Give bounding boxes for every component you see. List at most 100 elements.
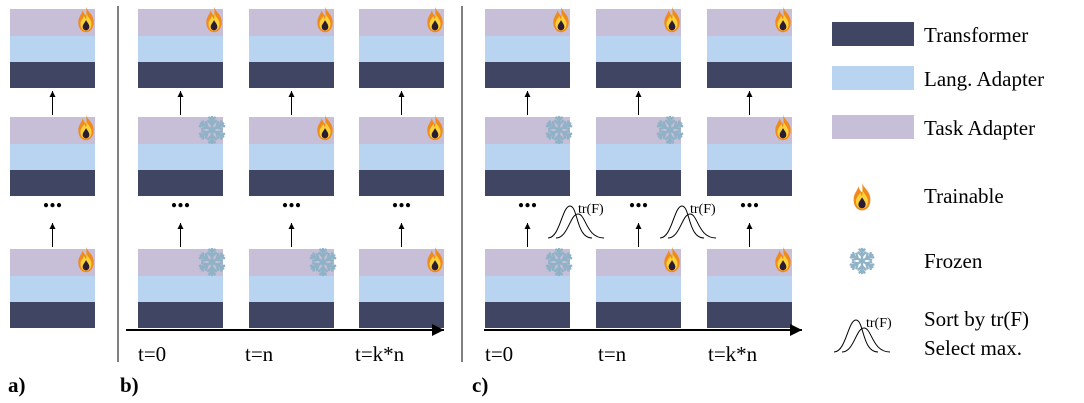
transformer-layer	[707, 62, 792, 88]
transformer-layer	[249, 170, 334, 196]
ellipsis-dots: ...	[43, 184, 63, 213]
adapter-stacks: .....................	[10, 5, 792, 328]
transformer-layer	[359, 62, 444, 88]
transformer-layer	[249, 302, 334, 328]
lang-adapter-layer	[359, 36, 444, 62]
panel-dividers	[117, 6, 463, 362]
sort-curve-c-1: tr(F)	[547, 202, 605, 239]
adapter-block	[596, 5, 681, 88]
legend-sort-curve-label: tr(F)	[866, 316, 892, 331]
lang-adapter-layer	[249, 276, 334, 302]
ellipsis-dots: ...	[282, 184, 302, 213]
time-label-b-1: t=n	[245, 342, 274, 366]
lang-adapter-layer	[359, 144, 444, 170]
adapter-block	[10, 5, 95, 88]
legend-trainable-label: Trainable	[924, 184, 1004, 208]
lang-adapter-layer	[707, 144, 792, 170]
sort-curve-label: tr(F)	[690, 202, 716, 217]
transformer-layer	[138, 170, 223, 196]
adapter-block	[249, 5, 334, 88]
adapter-block	[596, 117, 683, 196]
adapter-block	[359, 245, 444, 328]
ellipsis-dots: ...	[171, 184, 191, 213]
lang-adapter-layer	[10, 276, 95, 302]
legend-sort-line2: Select max.	[924, 336, 1022, 360]
ellipsis-dots: ...	[392, 184, 412, 213]
panel-label-a: a)	[8, 373, 26, 397]
adapter-block	[249, 113, 334, 196]
transformer-layer	[138, 302, 223, 328]
adapter-block	[485, 249, 572, 328]
adapter-block	[707, 245, 792, 328]
adapter-block	[138, 5, 223, 88]
lang-adapter-layer	[596, 36, 681, 62]
adapter-block	[138, 117, 225, 196]
ellipsis-dots: ...	[740, 184, 760, 213]
time-label-b-0: t=0	[138, 342, 166, 366]
adapter-block	[485, 117, 572, 196]
lang-adapter-layer	[707, 36, 792, 62]
stack-column: ...	[359, 5, 444, 328]
legend-task-adapter-label: Task Adapter	[924, 116, 1035, 140]
lang-adapter-layer	[10, 36, 95, 62]
transformer-layer	[138, 62, 223, 88]
transformer-layer	[596, 302, 681, 328]
ellipsis-dots: ...	[629, 184, 649, 213]
lang-adapter-layer	[485, 144, 570, 170]
panel-labels: a) b) c)	[8, 373, 488, 397]
lang-adapter-layer	[138, 36, 223, 62]
stack-column: ...	[485, 5, 572, 328]
stack-column: ...	[10, 5, 95, 328]
flame-icon	[853, 181, 871, 211]
lang-adapter-layer	[485, 276, 570, 302]
lang-adapter-layer	[485, 36, 570, 62]
lang-adapter-layer	[10, 144, 95, 170]
lang-adapter-layer	[249, 144, 334, 170]
transformer-layer	[707, 302, 792, 328]
adapter-block	[707, 113, 792, 196]
sort-curves: tr(F) tr(F)	[547, 202, 717, 239]
lang-adapter-layer	[138, 144, 223, 170]
adapter-block	[707, 5, 792, 88]
transformer-layer	[10, 302, 95, 328]
transformer-layer	[10, 62, 95, 88]
lang-adapter-layer	[138, 276, 223, 302]
sort-curve-c-2: tr(F)	[659, 202, 717, 239]
legend-lang-adapter-label: Lang. Adapter	[924, 67, 1044, 91]
transformer-layer	[359, 170, 444, 196]
transformer-layer	[249, 62, 334, 88]
transformer-layer	[596, 62, 681, 88]
transformer-layer	[485, 62, 570, 88]
sort-curve-label: tr(F)	[578, 202, 604, 217]
stack-column: ...	[596, 5, 683, 328]
adapter-block	[249, 249, 336, 328]
time-label-b-2: t=k*n	[355, 342, 405, 366]
lang-adapter-layer	[707, 276, 792, 302]
time-label-c-1: t=n	[598, 342, 627, 366]
legend-lang-adapter-swatch	[832, 66, 914, 90]
transformer-layer	[707, 170, 792, 196]
panel-label-b: b)	[120, 373, 139, 397]
stack-column: ...	[138, 5, 225, 328]
lang-adapter-layer	[359, 276, 444, 302]
legend-transformer-label: Transformer	[924, 23, 1028, 47]
adapter-block	[10, 245, 95, 328]
adapter-block	[359, 5, 444, 88]
stack-column: ...	[249, 5, 336, 328]
ellipsis-dots: ...	[518, 184, 538, 213]
legend-transformer-swatch	[832, 22, 914, 46]
time-label-c-2: t=k*n	[708, 342, 758, 366]
adapter-block	[359, 113, 444, 196]
transformer-layer	[485, 170, 570, 196]
transformer-layer	[485, 302, 570, 328]
adapter-block	[596, 245, 681, 328]
adapter-block	[485, 5, 570, 88]
adapter-block	[138, 249, 225, 328]
snowflake-icon	[850, 249, 874, 273]
legend-task-adapter-swatch	[832, 115, 914, 139]
legend-frozen-label: Frozen	[924, 249, 983, 273]
timelines: t=0 t=n t=k*n t=0 t=n t=k*n	[126, 324, 802, 366]
stack-column: ...	[707, 5, 792, 328]
transformer-layer	[596, 170, 681, 196]
